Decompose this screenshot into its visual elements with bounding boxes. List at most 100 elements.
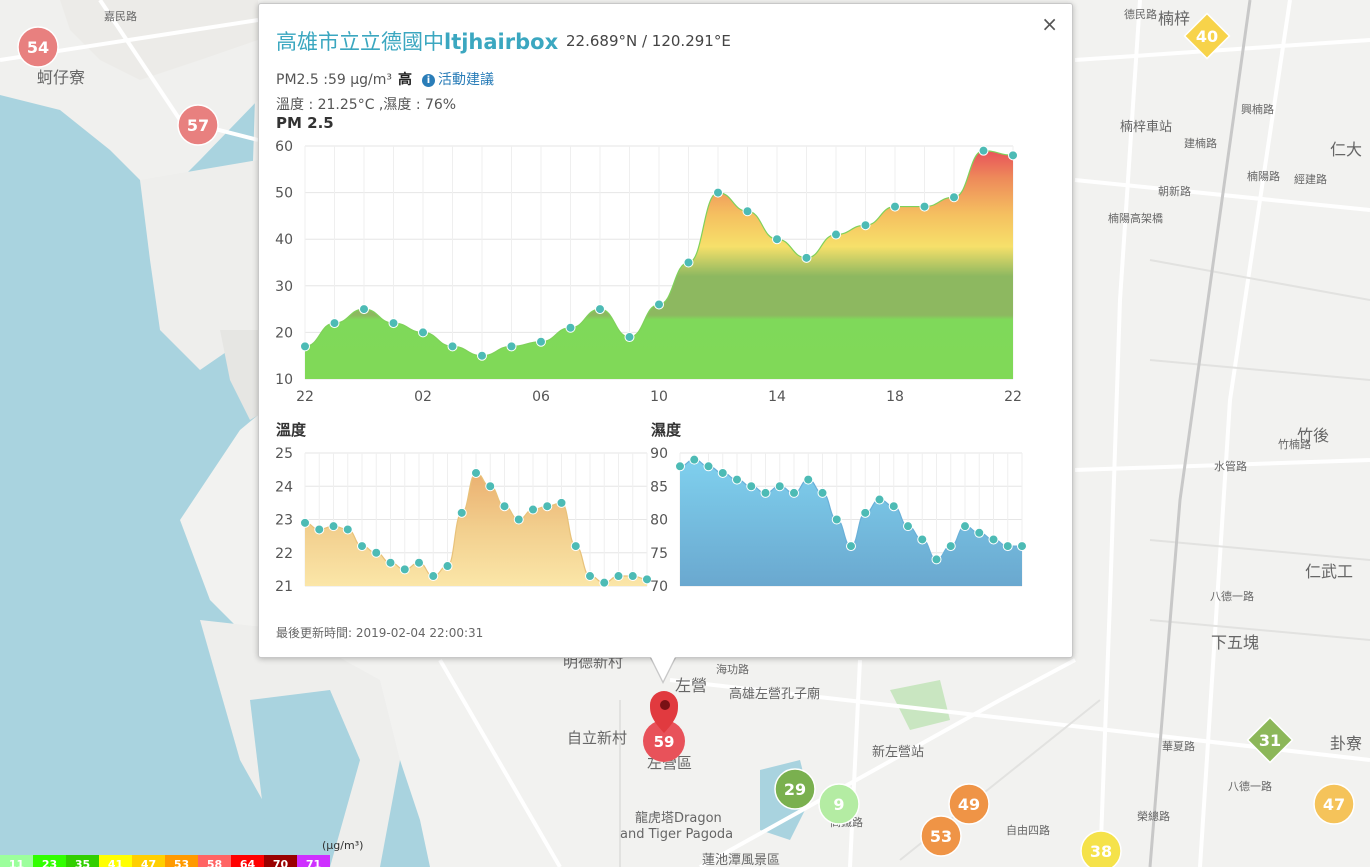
y-tick-label: 70 — [650, 579, 668, 595]
y-tick-label: 20 — [275, 325, 293, 341]
station-marker[interactable]: 40 — [1183, 12, 1231, 60]
data-point — [328, 521, 339, 532]
data-point — [357, 541, 367, 552]
place-label: 仁武工 — [1305, 562, 1353, 581]
advice-link[interactable]: i 活動建議 — [421, 72, 494, 88]
data-point — [817, 487, 828, 498]
data-point — [342, 524, 353, 535]
legend-item: 58 — [198, 855, 231, 867]
data-point — [329, 318, 340, 329]
station-marker[interactable]: 29 — [774, 768, 816, 810]
data-point — [860, 220, 871, 231]
data-point — [774, 481, 785, 492]
station-marker[interactable]: 57 — [177, 104, 219, 146]
data-point — [642, 574, 652, 585]
station-marker[interactable]: 53 — [920, 815, 962, 857]
data-point — [599, 577, 610, 588]
pm-summary: PM2.5 :59 μg/m³ 高 i 活動建議 — [276, 69, 494, 89]
place-label: 楠梓 — [1158, 9, 1190, 28]
marker-shape — [1246, 716, 1294, 764]
data-point — [385, 557, 396, 568]
pm-value: PM2.5 :59 μg/m³ — [276, 72, 392, 88]
series-area — [305, 472, 647, 586]
data-point — [1017, 541, 1027, 552]
marker-value: 54 — [27, 38, 49, 57]
series-area — [305, 150, 1013, 379]
legend-item: 71 — [297, 855, 330, 867]
y-tick-label: 85 — [650, 479, 668, 495]
y-tick-label: 23 — [275, 513, 293, 529]
humidity-chart-title: 濕度 — [651, 421, 682, 439]
data-point — [801, 252, 812, 263]
station-marker[interactable]: 38 — [1080, 830, 1122, 867]
place-label: 興楠路 — [1241, 102, 1274, 116]
data-point — [570, 541, 581, 552]
data-point — [447, 341, 458, 352]
data-point — [314, 524, 325, 535]
rail-line — [1148, 0, 1252, 867]
data-point — [471, 467, 481, 478]
data-point — [536, 336, 546, 347]
marker-shape — [17, 26, 59, 68]
place-label: 建楠路 — [1184, 136, 1217, 150]
station-title[interactable]: 高雄市立立德國中ltjhairbox — [276, 26, 558, 56]
marker-shape — [920, 815, 962, 857]
close-icon[interactable]: × — [1041, 12, 1058, 36]
data-point — [874, 494, 885, 505]
place-label: 楠陽路 — [1247, 169, 1280, 183]
station-marker[interactable]: 49 — [948, 783, 990, 825]
selected-station-marker[interactable]: 59 — [643, 691, 685, 762]
marker-shape — [1313, 783, 1355, 825]
data-point — [978, 145, 989, 156]
place-label: 水管路 — [1214, 459, 1247, 473]
data-point — [654, 299, 664, 310]
legend-item: 23 — [33, 855, 66, 867]
legend-item: 35 — [66, 855, 99, 867]
station-marker[interactable]: 47 — [1313, 783, 1355, 825]
data-point — [789, 487, 799, 498]
data-point — [565, 322, 576, 333]
data-point — [683, 257, 694, 268]
selected-marker-value: 59 — [654, 733, 675, 751]
last-updated: 最後更新時間: 2019-02-04 22:00:31 — [276, 626, 484, 640]
data-point — [760, 487, 771, 498]
temp-chart: 21 22 23 24 25 — [275, 446, 652, 595]
place-label: 楠陽高架橋 — [1108, 211, 1163, 225]
place-label: 德民路 — [1124, 7, 1157, 21]
station-popup: × 高雄市立立德國中ltjhairbox 22.689°N / 120.291°… — [258, 3, 1073, 658]
data-point — [945, 541, 956, 552]
y-tick-label: 24 — [275, 479, 293, 495]
y-tick-label: 50 — [275, 186, 293, 202]
marker-shape — [774, 768, 816, 810]
legend-item: 11 — [0, 855, 33, 867]
data-point — [689, 454, 700, 465]
place-label: 經建路 — [1294, 172, 1327, 186]
data-point — [931, 554, 942, 565]
data-point — [949, 192, 959, 203]
data-point — [960, 521, 970, 532]
x-tick-label: 10 — [650, 389, 668, 405]
data-point — [703, 461, 714, 472]
place-label: 八德一路 — [1228, 779, 1272, 793]
data-point — [772, 234, 782, 245]
data-point — [831, 514, 842, 525]
data-point — [675, 461, 685, 472]
station-marker[interactable]: 54 — [17, 26, 59, 68]
data-point — [300, 517, 310, 528]
marker-shape — [1183, 12, 1231, 60]
data-point — [442, 561, 453, 572]
place-label: 仁大 — [1330, 140, 1362, 159]
marker-value: 57 — [187, 116, 209, 135]
y-tick-label: 25 — [275, 446, 293, 462]
station-id: ltjhairbox — [444, 30, 559, 54]
y-tick-label: 10 — [275, 372, 293, 388]
data-point — [746, 481, 757, 492]
series-area — [680, 459, 1022, 586]
marker-value: 9 — [833, 795, 844, 814]
data-point — [371, 547, 382, 558]
data-point — [627, 571, 638, 582]
station-marker[interactable]: 9 — [818, 783, 860, 825]
place-label: 嘉民路 — [104, 9, 137, 23]
popup-tip — [650, 655, 676, 681]
station-marker[interactable]: 31 — [1246, 716, 1294, 764]
